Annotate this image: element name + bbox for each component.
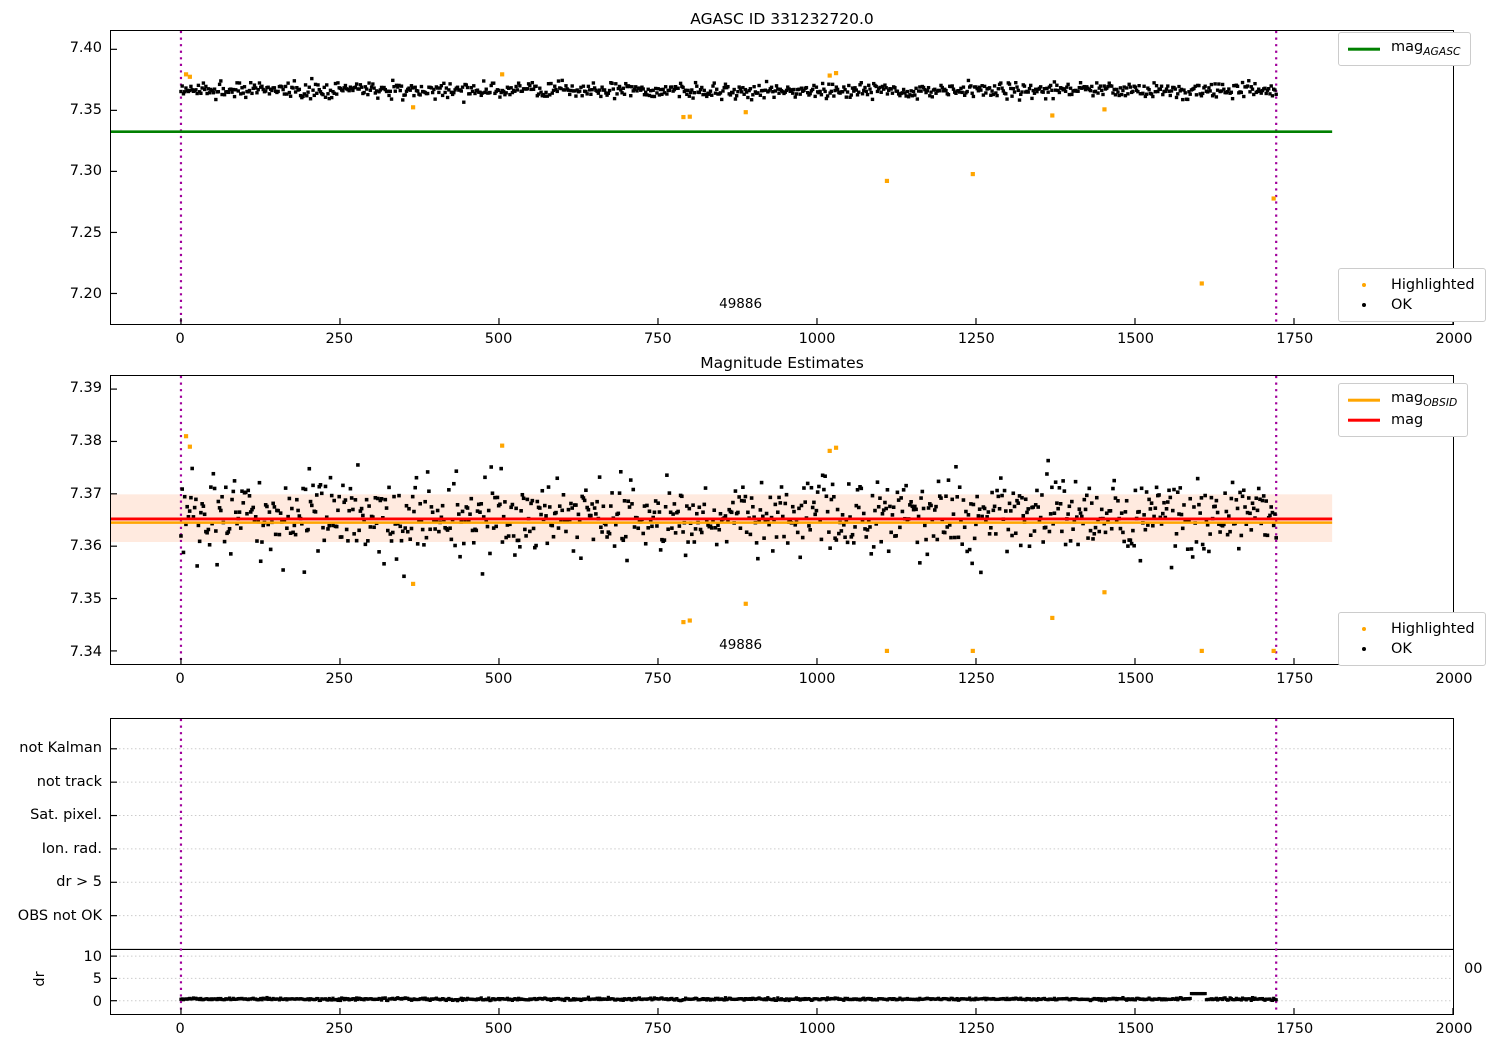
panel1-xtick-750: 750 <box>643 331 672 347</box>
panel1-xtick-1000: 1000 <box>798 331 836 347</box>
panel3-dr-axis-label: dr <box>32 971 48 987</box>
panel2-legend-bottom-label-1: OK <box>1391 641 1412 657</box>
panel1-legend-bottom-entry-1[interactable]: OK <box>1347 295 1475 315</box>
line-swatch <box>1348 398 1380 402</box>
panel2-legend-top-label-1: mag <box>1391 412 1424 428</box>
panel2-xtick-250: 250 <box>325 671 354 687</box>
panel1-legend-top-label-0: magAGASC <box>1391 38 1461 58</box>
panel3-plot-area <box>111 719 1453 1014</box>
legend-line-swatch-icon <box>1347 40 1381 58</box>
panel2-ytick-7.34: 7.34 <box>69 643 102 660</box>
panel3-xtick-1000: 1000 <box>798 1021 836 1037</box>
panel2-xtick-2000: 2000 <box>1435 671 1473 687</box>
dot-swatch <box>1362 303 1366 307</box>
panel2-legend-top-entry-1[interactable]: mag <box>1347 410 1457 430</box>
panel3-dr-tick-10: 10 <box>83 948 102 965</box>
panel2-xtick-1750: 1750 <box>1276 671 1314 687</box>
panel1-legend-bottom-entry-0[interactable]: Highlighted <box>1347 275 1475 295</box>
panel3-xtick-0: 0 <box>175 1021 185 1037</box>
panel2-legend-bottom-entry-1[interactable]: OK <box>1347 639 1475 659</box>
panel2-legend-bottom-label-0: Highlighted <box>1391 621 1475 637</box>
panel1-legend-points[interactable]: Highlighted OK <box>1338 268 1486 322</box>
panel3-xtick-500: 500 <box>484 1021 513 1037</box>
line-swatch <box>1348 418 1380 422</box>
line-swatch <box>1348 47 1380 51</box>
dot-swatch <box>1362 627 1366 631</box>
panel1-legend-mag-agasc[interactable]: magAGASC <box>1338 32 1472 66</box>
panel2-legend-top-entry-0[interactable]: magOBSID <box>1347 390 1457 410</box>
legend-dot-swatch-icon <box>1347 276 1381 294</box>
panel2-legend-points[interactable]: Highlighted OK <box>1338 612 1486 666</box>
legend-dot-swatch-icon <box>1347 620 1381 638</box>
legend-subscript: OBSID <box>1423 395 1458 409</box>
panel3-flag-label-2: Sat. pixel. <box>30 807 102 824</box>
panel1-xtick-250: 250 <box>325 331 354 347</box>
legend-line-swatch-icon <box>1347 391 1381 409</box>
panel2-magnitude-estimates-plot[interactable] <box>110 375 1454 665</box>
panel3-xtick-1750: 1750 <box>1276 1021 1314 1037</box>
panel3-xtick-750: 750 <box>643 1021 672 1037</box>
legend-dot-swatch-icon <box>1347 296 1381 314</box>
panel2-xtick-1500: 1500 <box>1117 671 1154 687</box>
panel1-title: AGASC ID 331232720.0 <box>690 10 874 28</box>
panel1-xtick-0: 0 <box>175 331 185 347</box>
panel1-plot-area <box>111 31 1453 324</box>
legend-dot-swatch-icon <box>1347 640 1381 658</box>
panel3-xtick-250: 250 <box>325 1021 354 1037</box>
panel3-flag-label-0: not Kalman <box>19 740 102 756</box>
panel1-ytick-7.35: 7.35 <box>69 101 102 118</box>
panel2-ytick-7.38: 7.38 <box>69 432 102 449</box>
panel2-xtick-750: 750 <box>643 671 672 687</box>
panel1-legend-bottom-label-1: OK <box>1391 297 1412 313</box>
panel3-dr-tick-5: 5 <box>92 971 102 988</box>
panel3-flag-label-1: not track <box>36 773 102 790</box>
dot-swatch <box>1362 647 1366 651</box>
panel2-xtick-500: 500 <box>484 671 513 687</box>
panel3-flag-label-4: dr > 5 <box>56 874 102 891</box>
legend-subscript: AGASC <box>1423 44 1461 58</box>
panel1-legend-top-entry-0[interactable]: magAGASC <box>1347 39 1460 59</box>
panel2-ytick-7.37: 7.37 <box>69 485 102 502</box>
panel1-legend-bottom-label-0: Highlighted <box>1391 277 1475 293</box>
panel1-xtick-500: 500 <box>484 331 513 347</box>
panel2-legend-mag-lines[interactable]: magOBSID mag <box>1338 383 1469 437</box>
panel1-ytick-7.40: 7.40 <box>69 40 102 57</box>
panel3-flags-and-dr-plot[interactable] <box>110 718 1454 1015</box>
panel3-xtick-1250: 1250 <box>957 1021 995 1037</box>
panel3-dr-tick-0: 0 <box>92 993 102 1010</box>
panel1-xtick-1500: 1500 <box>1117 331 1154 347</box>
panel2-xtick-0: 0 <box>175 671 185 687</box>
legend-line-swatch-icon <box>1347 411 1381 429</box>
panel1-ytick-7.30: 7.30 <box>69 163 102 180</box>
panel1-ytick-7.20: 7.20 <box>69 286 102 303</box>
panel1-xtick-1250: 1250 <box>957 331 995 347</box>
panel3-clipped-right-label: 00 <box>1464 961 1483 977</box>
panel3-flag-label-5: OBS not OK <box>17 908 102 924</box>
panel3-xtick-1500: 1500 <box>1117 1021 1154 1037</box>
panel2-ytick-7.35: 7.35 <box>69 591 102 608</box>
panel2-ytick-7.39: 7.39 <box>69 380 102 397</box>
panel2-legend-top-label-0: magOBSID <box>1391 389 1458 409</box>
panel2-ytick-7.36: 7.36 <box>69 538 102 555</box>
panel1-ytick-7.25: 7.25 <box>69 224 102 241</box>
panel3-flag-label-3: Ion. rad. <box>41 840 102 857</box>
panel2-obsid-label: 49886 <box>719 637 763 653</box>
panel2-title: Magnitude Estimates <box>700 354 864 372</box>
panel1-obsid-label: 49886 <box>719 296 763 312</box>
dot-swatch <box>1362 283 1366 287</box>
panel1-xtick-1750: 1750 <box>1276 331 1314 347</box>
panel2-xtick-1000: 1000 <box>798 671 836 687</box>
panel1-xtick-2000: 2000 <box>1435 331 1473 347</box>
panel1-magnitude-plot[interactable] <box>110 30 1454 325</box>
panel2-legend-bottom-entry-0[interactable]: Highlighted <box>1347 619 1475 639</box>
panel2-xtick-1250: 1250 <box>957 671 995 687</box>
panel2-plot-area <box>111 376 1453 664</box>
panel3-xtick-2000: 2000 <box>1435 1021 1473 1037</box>
